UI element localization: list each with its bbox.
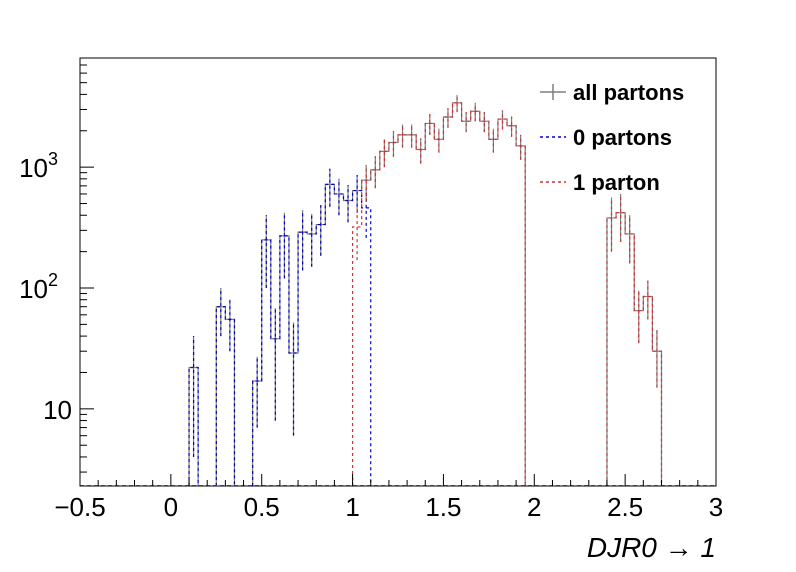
- x-tick-label: −0.5: [54, 492, 105, 522]
- legend-label: 1 parton: [573, 170, 660, 195]
- legend: all partons 0 partons 1 parton: [540, 80, 684, 195]
- y-tick-exponent: 3: [48, 149, 58, 169]
- x-axis-title: DJR0 → 1: [587, 532, 716, 563]
- y-tick-exponent: 2: [48, 270, 58, 290]
- x-tick-label: 2.5: [607, 492, 643, 522]
- x-tick-label: 1.5: [425, 492, 461, 522]
- legend-entry-all-partons: all partons: [540, 80, 684, 105]
- x-tick-label: 2: [527, 492, 541, 522]
- y-tick-base: 10: [19, 274, 48, 304]
- series-0-partons: [188, 168, 372, 486]
- x-axis: −0.5 0 0.5 1 1.5 2 2.5 3: [54, 474, 723, 522]
- x-tick-label: 1: [345, 492, 359, 522]
- legend-entry-0-partons: 0 partons: [540, 125, 672, 150]
- y-tick-label: 103: [19, 149, 58, 183]
- y-tick-label: 10: [43, 395, 72, 425]
- x-tick-label: 3: [709, 492, 723, 522]
- x-tick-label: 0.5: [244, 492, 280, 522]
- legend-label: all partons: [573, 80, 684, 105]
- y-tick-base: 10: [19, 153, 48, 183]
- plot-frame: [79, 57, 717, 487]
- legend-entry-1-parton: 1 parton: [540, 170, 660, 195]
- y-tick-label: 102: [19, 270, 58, 304]
- series-1-parton: [351, 95, 663, 486]
- legend-label: 0 partons: [573, 125, 672, 150]
- x-tick-label: 0: [164, 492, 178, 522]
- plot-content: [80, 95, 716, 486]
- y-tick-base: 10: [43, 395, 72, 425]
- histogram-steps-1-parton: [351, 102, 663, 486]
